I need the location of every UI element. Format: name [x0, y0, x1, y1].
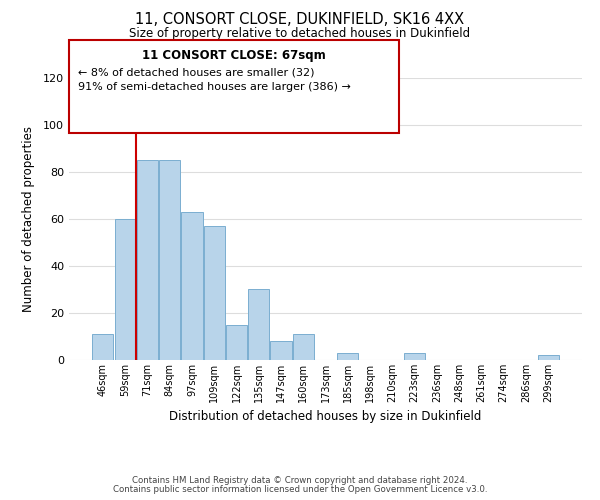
Bar: [404, 353, 425, 360]
Text: Contains HM Land Registry data © Crown copyright and database right 2024.: Contains HM Land Registry data © Crown c…: [132, 476, 468, 485]
Bar: [203, 226, 225, 360]
Text: 91% of semi-detached houses are larger (386) →: 91% of semi-detached houses are larger (…: [78, 82, 351, 92]
Text: Size of property relative to detached houses in Dukinfield: Size of property relative to detached ho…: [130, 28, 470, 40]
Bar: [271, 341, 292, 360]
Text: ← 8% of detached houses are smaller (32): ← 8% of detached houses are smaller (32): [78, 68, 314, 78]
Bar: [137, 160, 158, 360]
Y-axis label: Number of detached properties: Number of detached properties: [22, 126, 35, 312]
Bar: [159, 160, 180, 360]
Bar: [293, 334, 314, 360]
Text: Contains public sector information licensed under the Open Government Licence v3: Contains public sector information licen…: [113, 485, 487, 494]
Text: 11, CONSORT CLOSE, DUKINFIELD, SK16 4XX: 11, CONSORT CLOSE, DUKINFIELD, SK16 4XX: [136, 12, 464, 28]
X-axis label: Distribution of detached houses by size in Dukinfield: Distribution of detached houses by size …: [169, 410, 482, 424]
Text: 11 CONSORT CLOSE: 67sqm: 11 CONSORT CLOSE: 67sqm: [142, 49, 326, 62]
Bar: [226, 324, 247, 360]
Bar: [538, 356, 559, 360]
Bar: [92, 334, 113, 360]
Bar: [248, 290, 269, 360]
Bar: [181, 212, 203, 360]
Bar: [337, 353, 358, 360]
Bar: [115, 219, 136, 360]
